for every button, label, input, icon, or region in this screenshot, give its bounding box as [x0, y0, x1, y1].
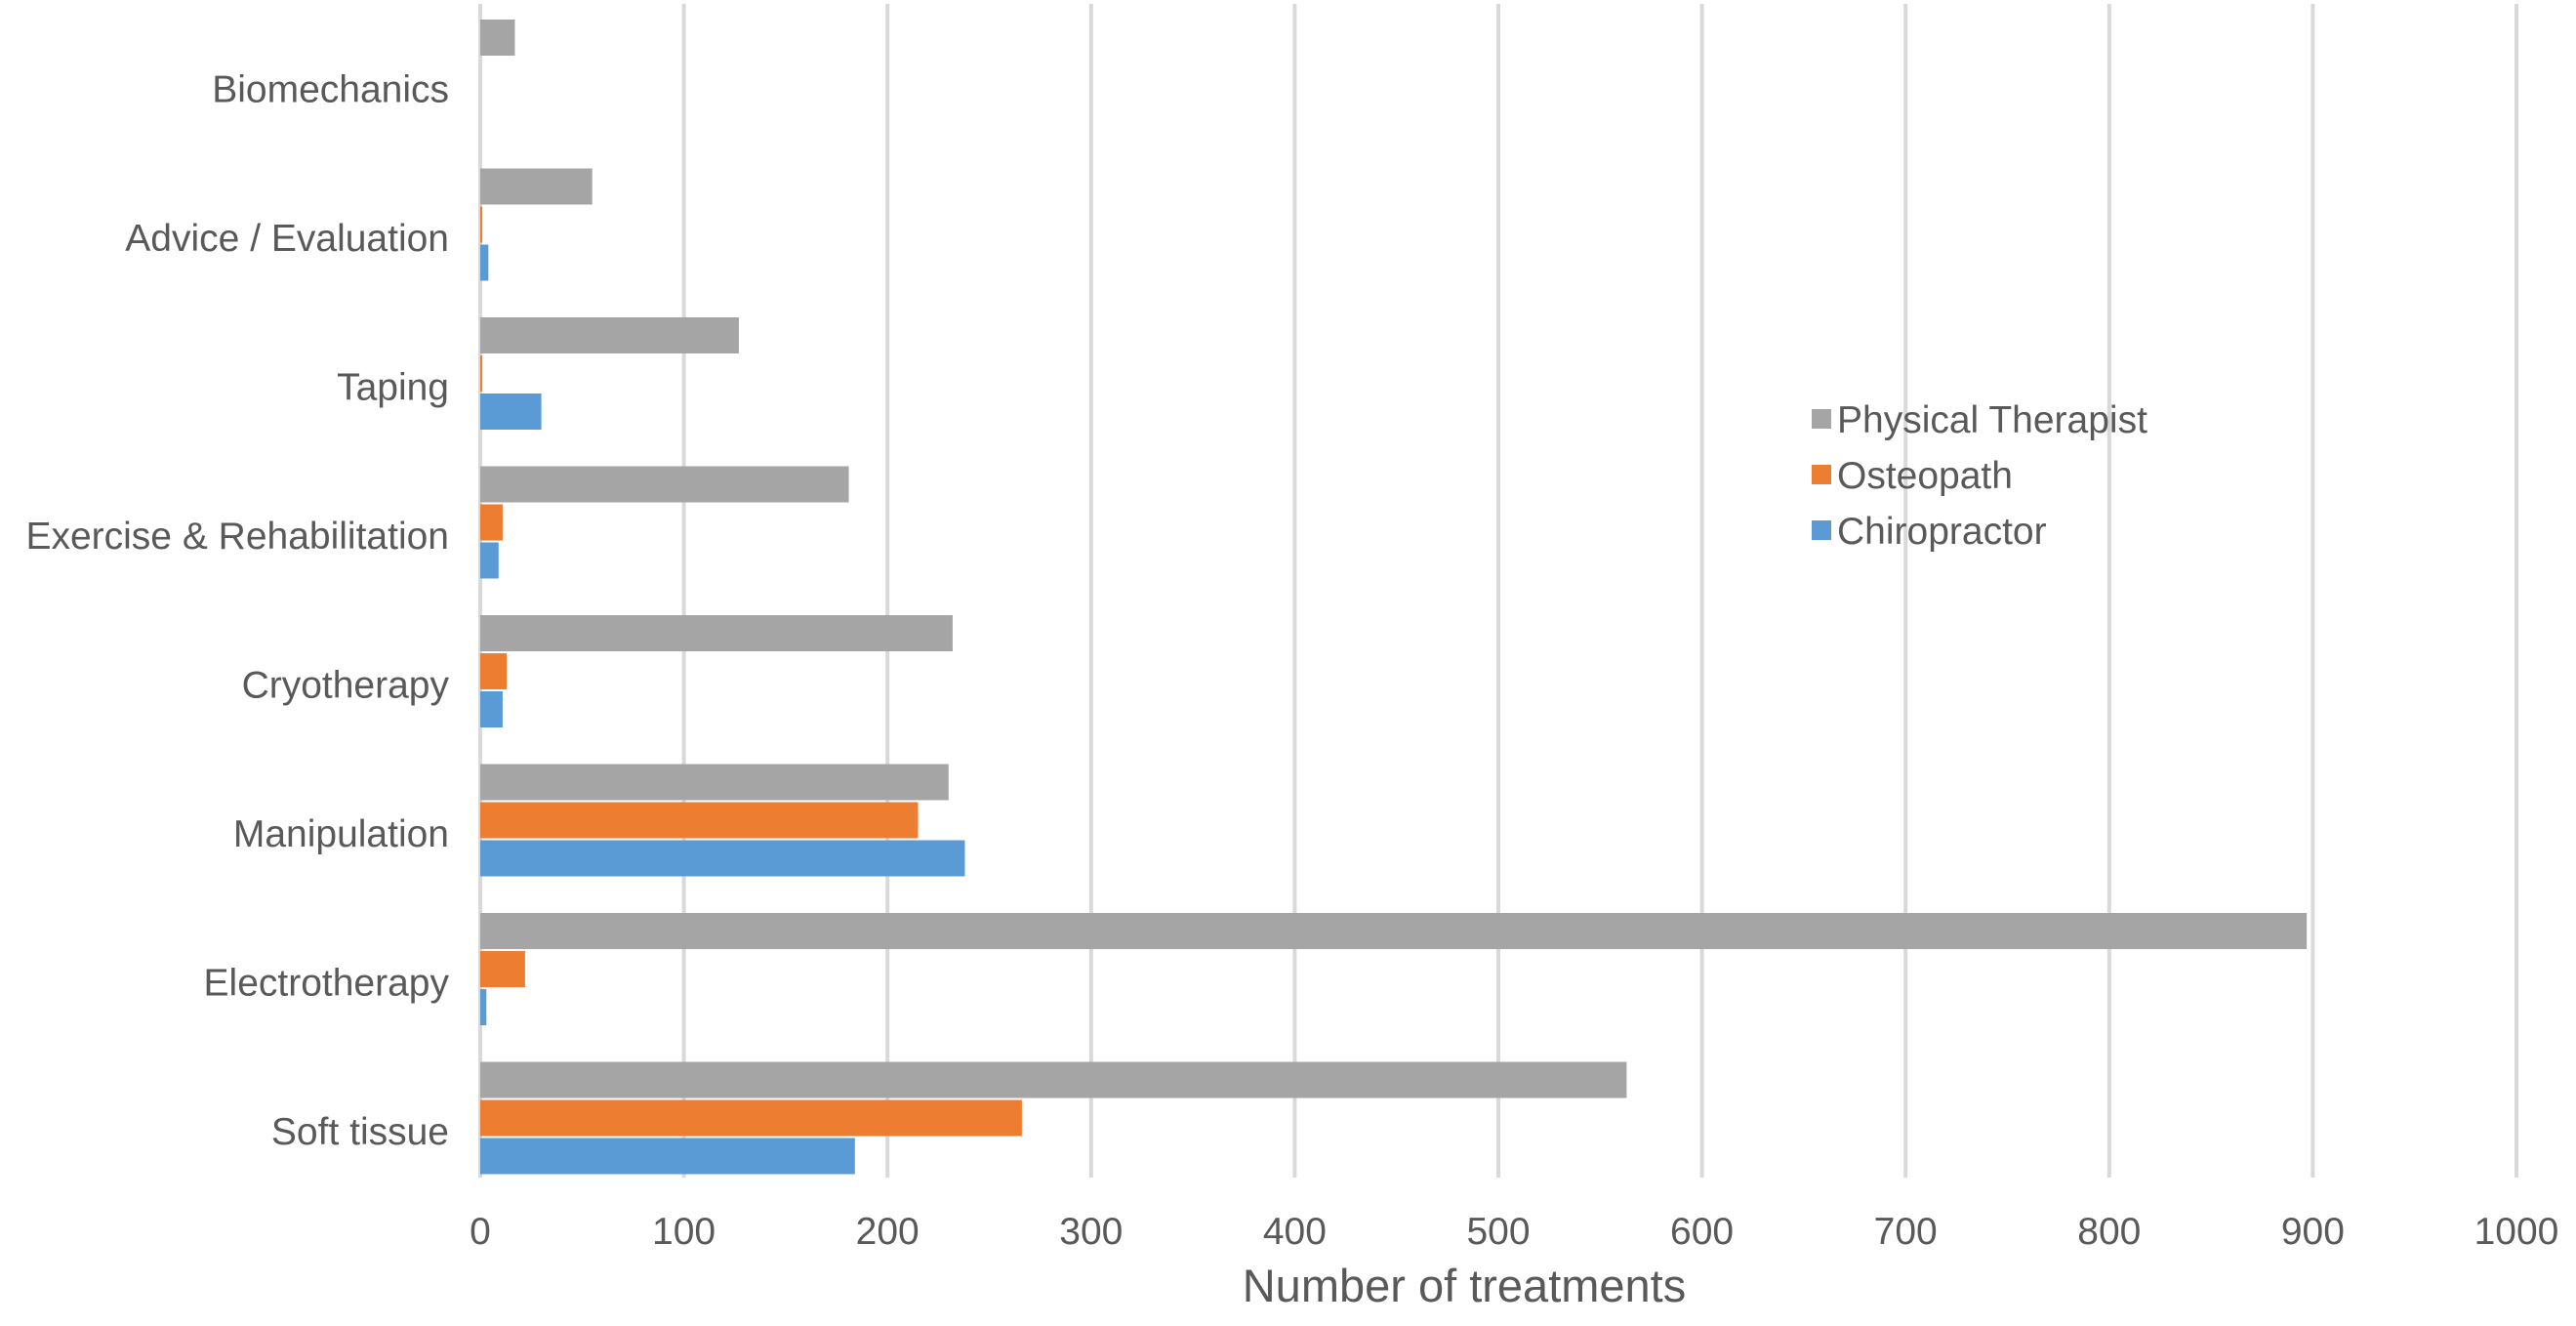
x-tick-label-800: 800	[2077, 1211, 2141, 1253]
bar-osteopath	[480, 206, 483, 243]
x-tick-label-900: 900	[2281, 1211, 2345, 1253]
x-tick-label-400: 400	[1263, 1211, 1327, 1253]
gridlines	[478, 4, 2518, 1178]
bar-osteopath	[480, 653, 508, 689]
category-label: Advice / Evaluation	[125, 218, 449, 260]
bar-physical-therapist	[480, 168, 593, 205]
category-labels: Biomechanics Advice / Evaluation Taping Exe…	[25, 68, 449, 1153]
legend-label: Osteopath	[1837, 455, 2013, 497]
bar-osteopath	[480, 951, 525, 987]
bar-physical-therapist	[480, 764, 949, 801]
bars	[480, 20, 2308, 1175]
legend: Physical Therapist Osteopath Chiropractor	[1812, 399, 2147, 553]
legend-swatch	[1812, 465, 1831, 484]
bar-chiropractor	[480, 691, 503, 727]
bar-chiropractor	[480, 840, 965, 877]
x-tick-label-300: 300	[1059, 1211, 1123, 1253]
category-label: Electrotherapy	[204, 962, 450, 1004]
legend-swatch	[1812, 409, 1831, 429]
legend-label: Chiropractor	[1837, 511, 2047, 553]
legend-swatch	[1812, 520, 1831, 540]
bar-chiropractor	[480, 394, 542, 430]
bar-osteopath	[480, 504, 503, 541]
x-tick-labels: 0 100 200 300 400 500 600 700 800 900 1000	[470, 1211, 2558, 1253]
x-tick-label-1000: 1000	[2474, 1211, 2559, 1253]
category-label: Soft tissue	[271, 1111, 449, 1153]
category-label: Manipulation	[233, 813, 449, 855]
bar-osteopath	[480, 355, 483, 392]
bar-physical-therapist	[480, 466, 849, 503]
x-axis-title: Number of treatments	[1243, 1260, 1687, 1311]
category-label: Biomechanics	[212, 68, 449, 110]
bar-chiropractor	[480, 542, 499, 579]
category-label: Cryotherapy	[242, 664, 450, 706]
bar-physical-therapist	[480, 913, 2308, 949]
legend-label: Physical Therapist	[1837, 399, 2147, 441]
bar-physical-therapist	[480, 317, 739, 353]
x-tick-label-500: 500	[1466, 1211, 1530, 1253]
bar-physical-therapist	[480, 615, 953, 651]
x-tick-label-0: 0	[470, 1211, 491, 1253]
x-tick-label-600: 600	[1670, 1211, 1734, 1253]
bar-chiropractor	[480, 1138, 855, 1175]
x-tick-label-100: 100	[652, 1211, 716, 1253]
bar-physical-therapist	[480, 20, 515, 56]
bar-chiropractor	[480, 989, 487, 1025]
category-label: Taping	[337, 366, 449, 408]
category-label: Exercise & Rehabilitation	[25, 516, 449, 558]
bar-osteopath	[480, 802, 919, 839]
bar-physical-therapist	[480, 1061, 1627, 1098]
x-tick-label-700: 700	[1874, 1211, 1938, 1253]
bar-chiropractor	[480, 244, 489, 281]
x-tick-label-200: 200	[856, 1211, 920, 1253]
bar-osteopath	[480, 1099, 1022, 1137]
